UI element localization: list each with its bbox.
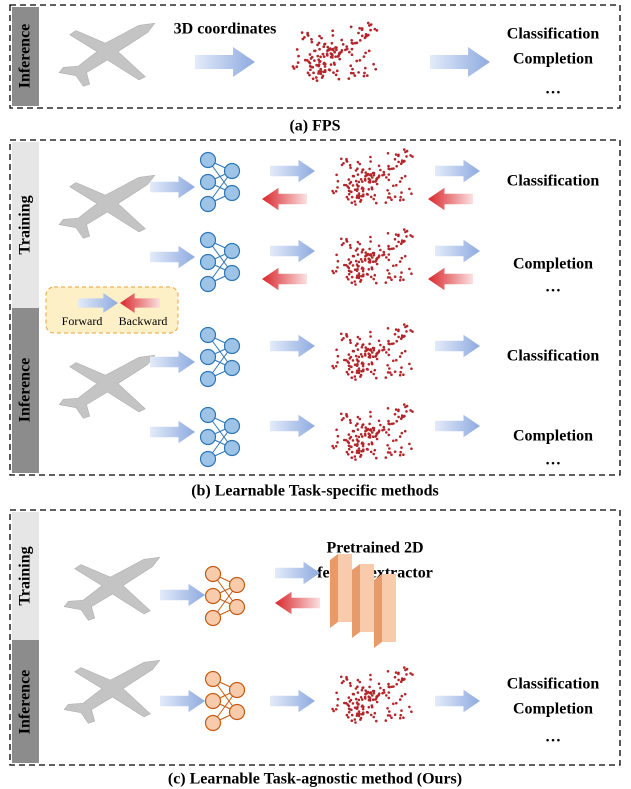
output-label: Classification bbox=[507, 173, 600, 190]
network bbox=[206, 672, 245, 731]
output-label: … bbox=[545, 729, 561, 746]
output-label: Completion bbox=[513, 256, 593, 273]
airplane bbox=[64, 557, 160, 620]
extractor-block bbox=[360, 564, 374, 632]
output-label: Completion bbox=[513, 701, 593, 718]
forward-arrow bbox=[435, 690, 480, 713]
diagram: Inference 3D coordinates Classification … bbox=[0, 0, 631, 789]
output-label: … bbox=[545, 81, 561, 98]
point-cloud bbox=[331, 666, 414, 724]
side-label: Inference bbox=[17, 24, 34, 89]
backward-arrow bbox=[428, 188, 473, 211]
point-cloud bbox=[331, 403, 414, 461]
backward-arrow bbox=[428, 268, 473, 291]
output-label: Classification bbox=[507, 26, 600, 43]
forward-arrow bbox=[430, 47, 490, 77]
point-cloud bbox=[331, 323, 414, 381]
caption: (c) Learnable Task-agnostic method (Ours… bbox=[168, 771, 462, 788]
extractor-block bbox=[382, 574, 396, 642]
forward-arrow bbox=[150, 176, 195, 199]
side-label: Inference bbox=[17, 358, 34, 423]
caption: (b) Learnable Task-specific methods bbox=[191, 483, 439, 500]
caption: (a) FPS bbox=[289, 118, 340, 135]
network bbox=[201, 408, 240, 467]
forward-arrow bbox=[160, 584, 205, 607]
point-cloud bbox=[331, 228, 414, 285]
backward-arrow bbox=[275, 592, 320, 615]
airplane bbox=[59, 175, 155, 238]
backward-arrow bbox=[262, 188, 307, 211]
legend-label: Forward bbox=[62, 314, 103, 328]
network bbox=[201, 328, 240, 387]
network bbox=[206, 567, 245, 626]
panel-frame bbox=[10, 510, 620, 765]
extractor-block bbox=[338, 554, 352, 622]
forward-arrow bbox=[275, 562, 320, 585]
forward-arrow bbox=[435, 240, 480, 263]
forward-arrow bbox=[150, 246, 195, 269]
forward-arrow bbox=[150, 351, 195, 374]
network bbox=[201, 233, 240, 292]
output-label: Completion bbox=[513, 428, 593, 445]
extractor-side bbox=[374, 574, 382, 648]
forward-arrow bbox=[270, 160, 315, 183]
forward-arrow bbox=[195, 47, 255, 77]
output-label: Classification bbox=[507, 348, 600, 365]
output-label: … bbox=[545, 452, 561, 469]
forward-arrow bbox=[150, 421, 195, 444]
output-label: … bbox=[545, 279, 561, 296]
airplane bbox=[64, 660, 160, 723]
side-label: Inference bbox=[17, 670, 34, 735]
point-cloud bbox=[292, 22, 379, 82]
legend-label: Backward bbox=[119, 314, 168, 328]
input-label: 3D coordinates bbox=[174, 21, 277, 38]
forward-arrow bbox=[160, 690, 205, 713]
airplane bbox=[59, 355, 155, 418]
forward-arrow bbox=[435, 415, 480, 438]
network bbox=[201, 153, 240, 212]
extractor-side bbox=[330, 554, 338, 628]
extractor-side bbox=[352, 564, 360, 638]
backward-arrow bbox=[262, 268, 307, 291]
forward-arrow bbox=[435, 335, 480, 358]
output-label: Completion bbox=[513, 51, 593, 68]
side-label: Training bbox=[17, 546, 34, 605]
forward-arrow bbox=[270, 415, 315, 438]
airplane bbox=[59, 23, 155, 86]
point-cloud bbox=[331, 148, 414, 206]
forward-arrow bbox=[435, 160, 480, 183]
forward-arrow bbox=[270, 335, 315, 358]
forward-arrow bbox=[270, 240, 315, 263]
output-label: Classification bbox=[507, 676, 600, 693]
forward-arrow bbox=[270, 690, 315, 713]
side-label: Training bbox=[17, 195, 34, 254]
